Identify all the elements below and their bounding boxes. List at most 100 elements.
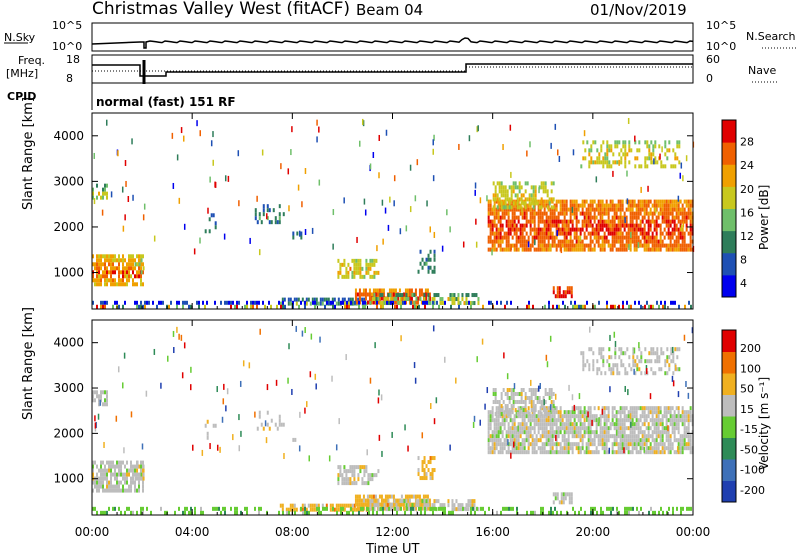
heatmap-cell bbox=[629, 450, 632, 455]
heatmap-cell bbox=[343, 469, 346, 474]
heatmap-cell bbox=[153, 348, 156, 355]
heatmap-cell bbox=[549, 211, 552, 216]
heatmap-cell bbox=[541, 239, 544, 244]
heatmap-cell bbox=[160, 300, 162, 305]
heatmap-cell bbox=[598, 367, 601, 372]
heatmap-cell bbox=[640, 186, 642, 193]
heatmap-cell bbox=[304, 506, 306, 511]
heatmap-cell bbox=[298, 304, 300, 309]
heatmap-cell bbox=[475, 241, 478, 248]
heatmap-cell bbox=[597, 227, 600, 232]
heatmap-cell bbox=[525, 223, 528, 228]
heatmap-cell bbox=[559, 418, 562, 423]
heatmap-cell bbox=[533, 430, 536, 435]
heatmap-cell bbox=[599, 434, 602, 439]
heatmap-cell bbox=[106, 270, 108, 275]
heatmap-cell bbox=[672, 351, 675, 356]
heatmap-cell bbox=[655, 426, 658, 431]
heatmap-cell bbox=[132, 270, 134, 275]
heatmap-cell bbox=[570, 286, 573, 291]
heatmap-cell bbox=[580, 447, 582, 454]
heatmap-cell bbox=[126, 460, 128, 465]
heatmap-cell bbox=[367, 481, 370, 486]
heatmap-cell bbox=[504, 197, 507, 202]
heatmap-cell bbox=[622, 300, 624, 305]
heatmap-cell bbox=[669, 235, 672, 240]
heatmap-cell bbox=[671, 442, 674, 447]
heatmap-cell bbox=[578, 510, 580, 515]
heatmap-cell bbox=[553, 207, 556, 212]
heatmap-cell bbox=[359, 274, 362, 279]
heatmap-cell bbox=[487, 450, 490, 455]
heatmap-cell bbox=[661, 434, 664, 439]
heatmap-cell bbox=[362, 502, 365, 507]
heatmap-cell bbox=[663, 446, 666, 451]
heatmap-cell bbox=[507, 430, 510, 435]
heatmap-cell bbox=[500, 181, 503, 186]
heatmap-cell bbox=[606, 156, 609, 161]
heatmap-cell bbox=[438, 506, 440, 511]
heatmap-cell bbox=[337, 465, 340, 470]
heatmap-cell bbox=[98, 258, 100, 263]
heatmap-cell bbox=[116, 282, 118, 287]
heatmap-cell bbox=[558, 286, 561, 291]
heatmap-cell bbox=[124, 472, 126, 477]
heatmap-cell bbox=[427, 468, 430, 473]
heatmap-cell bbox=[590, 148, 593, 153]
heatmap-cell bbox=[242, 360, 245, 367]
heatmap-cell bbox=[689, 203, 692, 208]
power-heatmap-cells bbox=[92, 117, 695, 309]
heatmap-cell bbox=[112, 282, 114, 287]
heatmap-cell bbox=[627, 389, 629, 396]
heatmap-cell bbox=[589, 219, 592, 224]
heatmap-cell bbox=[658, 355, 661, 360]
heatmap-cell bbox=[112, 472, 114, 477]
heatmap-cell bbox=[657, 199, 660, 204]
heatmap-cell bbox=[508, 506, 510, 511]
heatmap-cell bbox=[663, 207, 666, 212]
heatmap-cell bbox=[489, 207, 492, 212]
heatmap-cell bbox=[465, 293, 468, 298]
heatmap-cell bbox=[408, 502, 411, 507]
heatmap-cell bbox=[258, 216, 261, 221]
heatmap-cell bbox=[415, 503, 418, 508]
heatmap-cell bbox=[385, 129, 388, 136]
heatmap-cell bbox=[221, 416, 224, 423]
heatmap-cell bbox=[400, 335, 402, 342]
heatmap-cell bbox=[533, 215, 536, 220]
heatmap-cell bbox=[122, 484, 124, 489]
heatmap-cell bbox=[176, 326, 178, 333]
heatmap-cell bbox=[527, 203, 530, 208]
heatmap-cell bbox=[93, 152, 96, 159]
heatmap-cell bbox=[511, 207, 514, 212]
heatmap-cell bbox=[583, 211, 586, 216]
heatmap-cell bbox=[551, 422, 554, 427]
heatmap-cell bbox=[545, 211, 548, 216]
heatmap-cell bbox=[604, 371, 607, 376]
heatmap-cell bbox=[579, 414, 582, 419]
heatmap-cell bbox=[98, 254, 100, 259]
heatmap-cell bbox=[106, 183, 108, 188]
heatmap-cell bbox=[337, 301, 340, 306]
heatmap-cell bbox=[423, 460, 426, 465]
heatmap-cell bbox=[618, 371, 621, 376]
heatmap-cell bbox=[531, 211, 534, 216]
heatmap-cell bbox=[525, 422, 528, 427]
heatmap-cell bbox=[575, 434, 578, 439]
heatmap-cell bbox=[567, 410, 570, 415]
heatmap-cell bbox=[432, 175, 435, 182]
heatmap-cell bbox=[631, 418, 634, 423]
colorbar-segment bbox=[722, 351, 736, 374]
heatmap-cell bbox=[601, 446, 604, 451]
heatmap-cell bbox=[617, 219, 620, 224]
heatmap-cell bbox=[649, 418, 652, 423]
heatmap-cell bbox=[120, 468, 122, 473]
heatmap-cell bbox=[366, 494, 369, 499]
heatmap-cell bbox=[617, 223, 620, 228]
heatmap-cell bbox=[599, 442, 602, 447]
heatmap-cell bbox=[625, 406, 628, 411]
heatmap-cell bbox=[628, 506, 630, 511]
heatmap-cell bbox=[316, 506, 318, 511]
heatmap-cell bbox=[142, 488, 144, 493]
heatmap-cell bbox=[600, 510, 602, 515]
